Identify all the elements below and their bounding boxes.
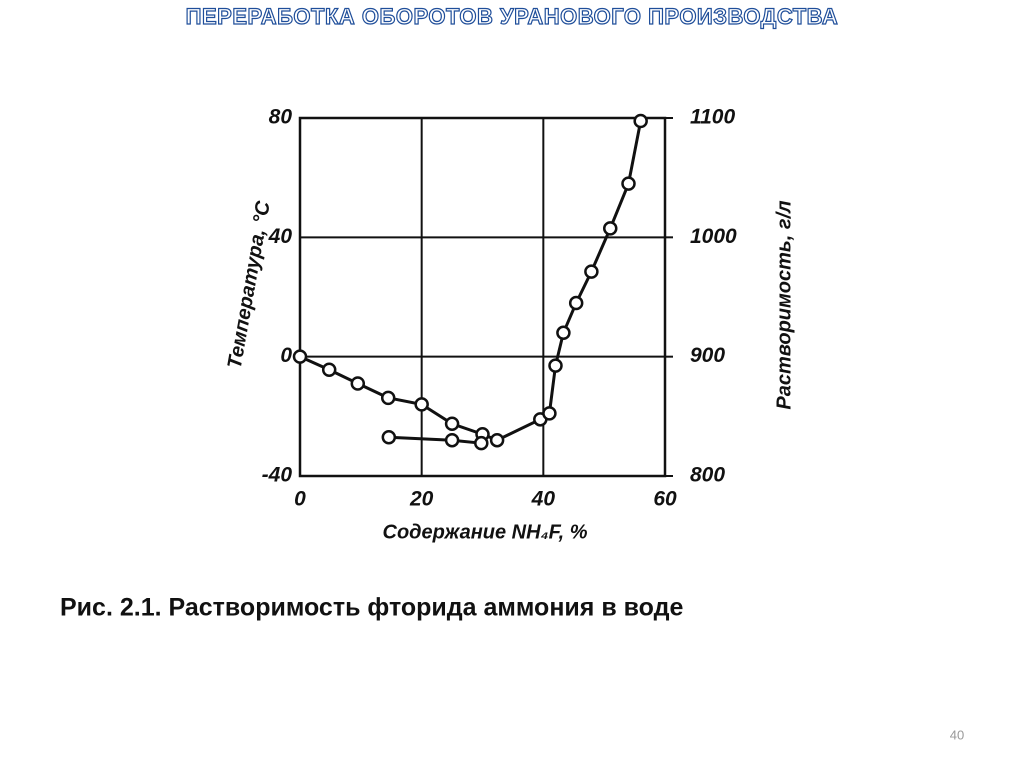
x-tick-label: 20 (409, 488, 434, 511)
y2-axis-label: Растворимость, г/л (773, 200, 795, 410)
x-axis-label: Содержание NH₄F, % (383, 521, 588, 543)
data-point (414, 397, 429, 412)
data-point (568, 295, 584, 311)
data-point (444, 416, 460, 432)
data-point (381, 429, 397, 445)
plot-frame (298, 116, 667, 478)
data-point (542, 406, 557, 421)
y-axis-label: Температура, °C (224, 199, 275, 370)
data-point (621, 176, 636, 191)
data-point (444, 432, 460, 448)
data-point (489, 432, 505, 448)
data-point (321, 362, 337, 378)
data-point (292, 349, 308, 364)
series-line (388, 435, 482, 445)
data-point (584, 264, 599, 279)
caption: Рис. 2.1. Растворимость фторида аммония … (60, 594, 683, 622)
y-tick-label: 0 (280, 344, 292, 367)
page-number: 40 (950, 727, 964, 742)
data-point (474, 435, 489, 451)
y2-tick-label: 800 (690, 464, 725, 487)
y-tick-label: 80 (269, 106, 293, 129)
data-point (633, 113, 648, 129)
data-point (380, 390, 396, 406)
y-tick-label: -40 (262, 464, 293, 487)
y2-tick-label: 1100 (690, 106, 735, 129)
series-line (299, 120, 643, 442)
data-point (350, 376, 366, 391)
data-point (556, 325, 571, 341)
x-tick-label: 0 (294, 488, 306, 511)
x-tick-label: 40 (531, 488, 556, 511)
y2-tick-label: 900 (690, 344, 725, 367)
slide-title: ПЕРЕРАБОТКА ОБОРОТОВ УРАНОВОГО ПРОИЗВОДС… (186, 4, 839, 29)
y2-tick-label: 1000 (690, 225, 737, 248)
x-tick-label: 60 (653, 488, 677, 511)
data-point (548, 358, 563, 373)
y-tick-label: 40 (268, 225, 293, 248)
data-point (603, 221, 618, 236)
